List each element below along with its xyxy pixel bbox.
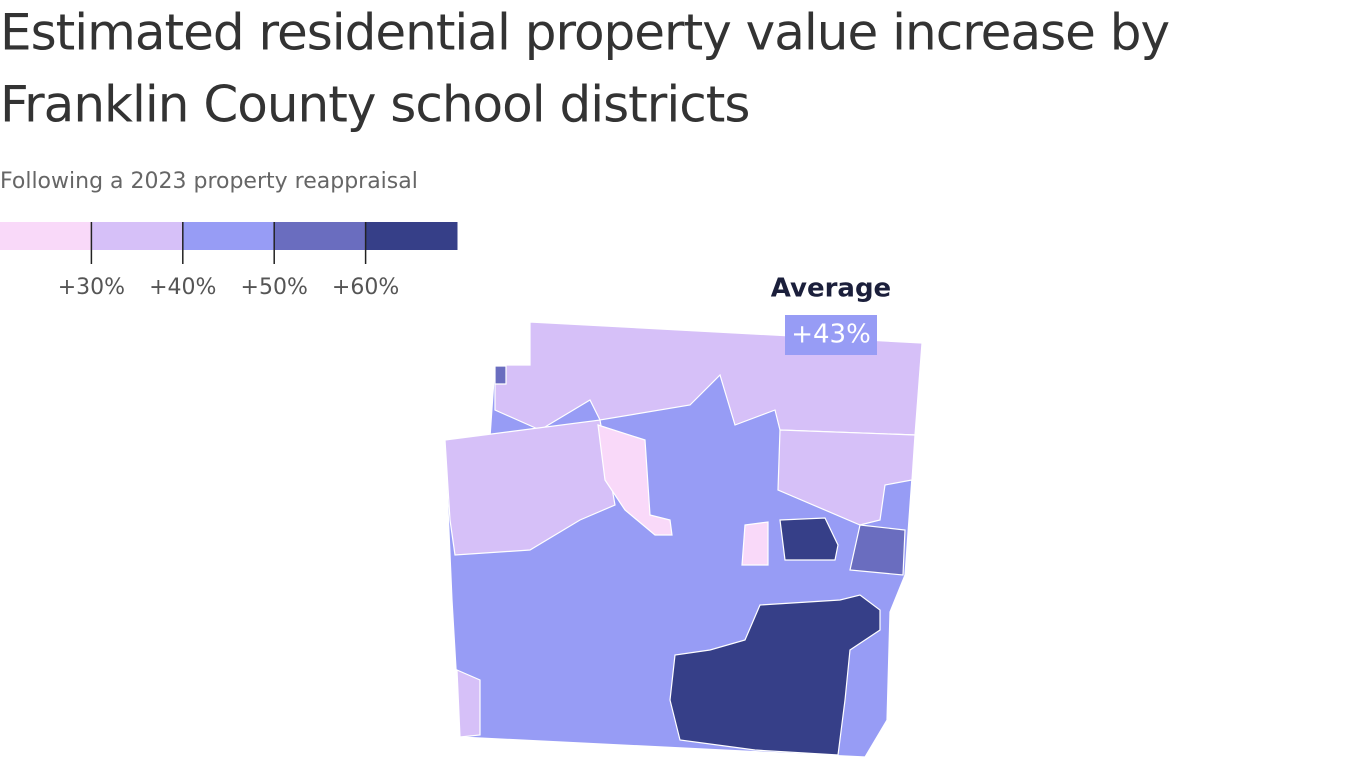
legend-swatch [91,222,184,250]
legend-tick-label: +30% [58,275,125,300]
title-line: Estimated residential property value inc… [0,4,1170,62]
district [741,521,769,566]
legend-swatch [0,222,92,250]
district [849,524,906,576]
subtitle: Following a 2023 property reappraisal [0,169,418,194]
district [669,594,881,756]
legend-tick-label: +50% [241,275,308,300]
legend-tick-label: +60% [332,275,399,300]
district [456,669,481,738]
map [444,321,923,758]
legend-tick-label: +40% [149,275,216,300]
district [494,365,507,385]
district [779,517,839,561]
district [597,424,673,536]
average-label: Average [771,274,891,304]
legend-swatch [182,222,275,250]
legend-swatch [365,222,458,250]
legend: +30% +40% +50% +60% [0,222,458,300]
average-badge [785,315,877,355]
legend-swatch [274,222,367,250]
title-line: Franklin County school districts [0,76,749,134]
district [777,429,916,526]
average-value: +43% [791,320,871,350]
